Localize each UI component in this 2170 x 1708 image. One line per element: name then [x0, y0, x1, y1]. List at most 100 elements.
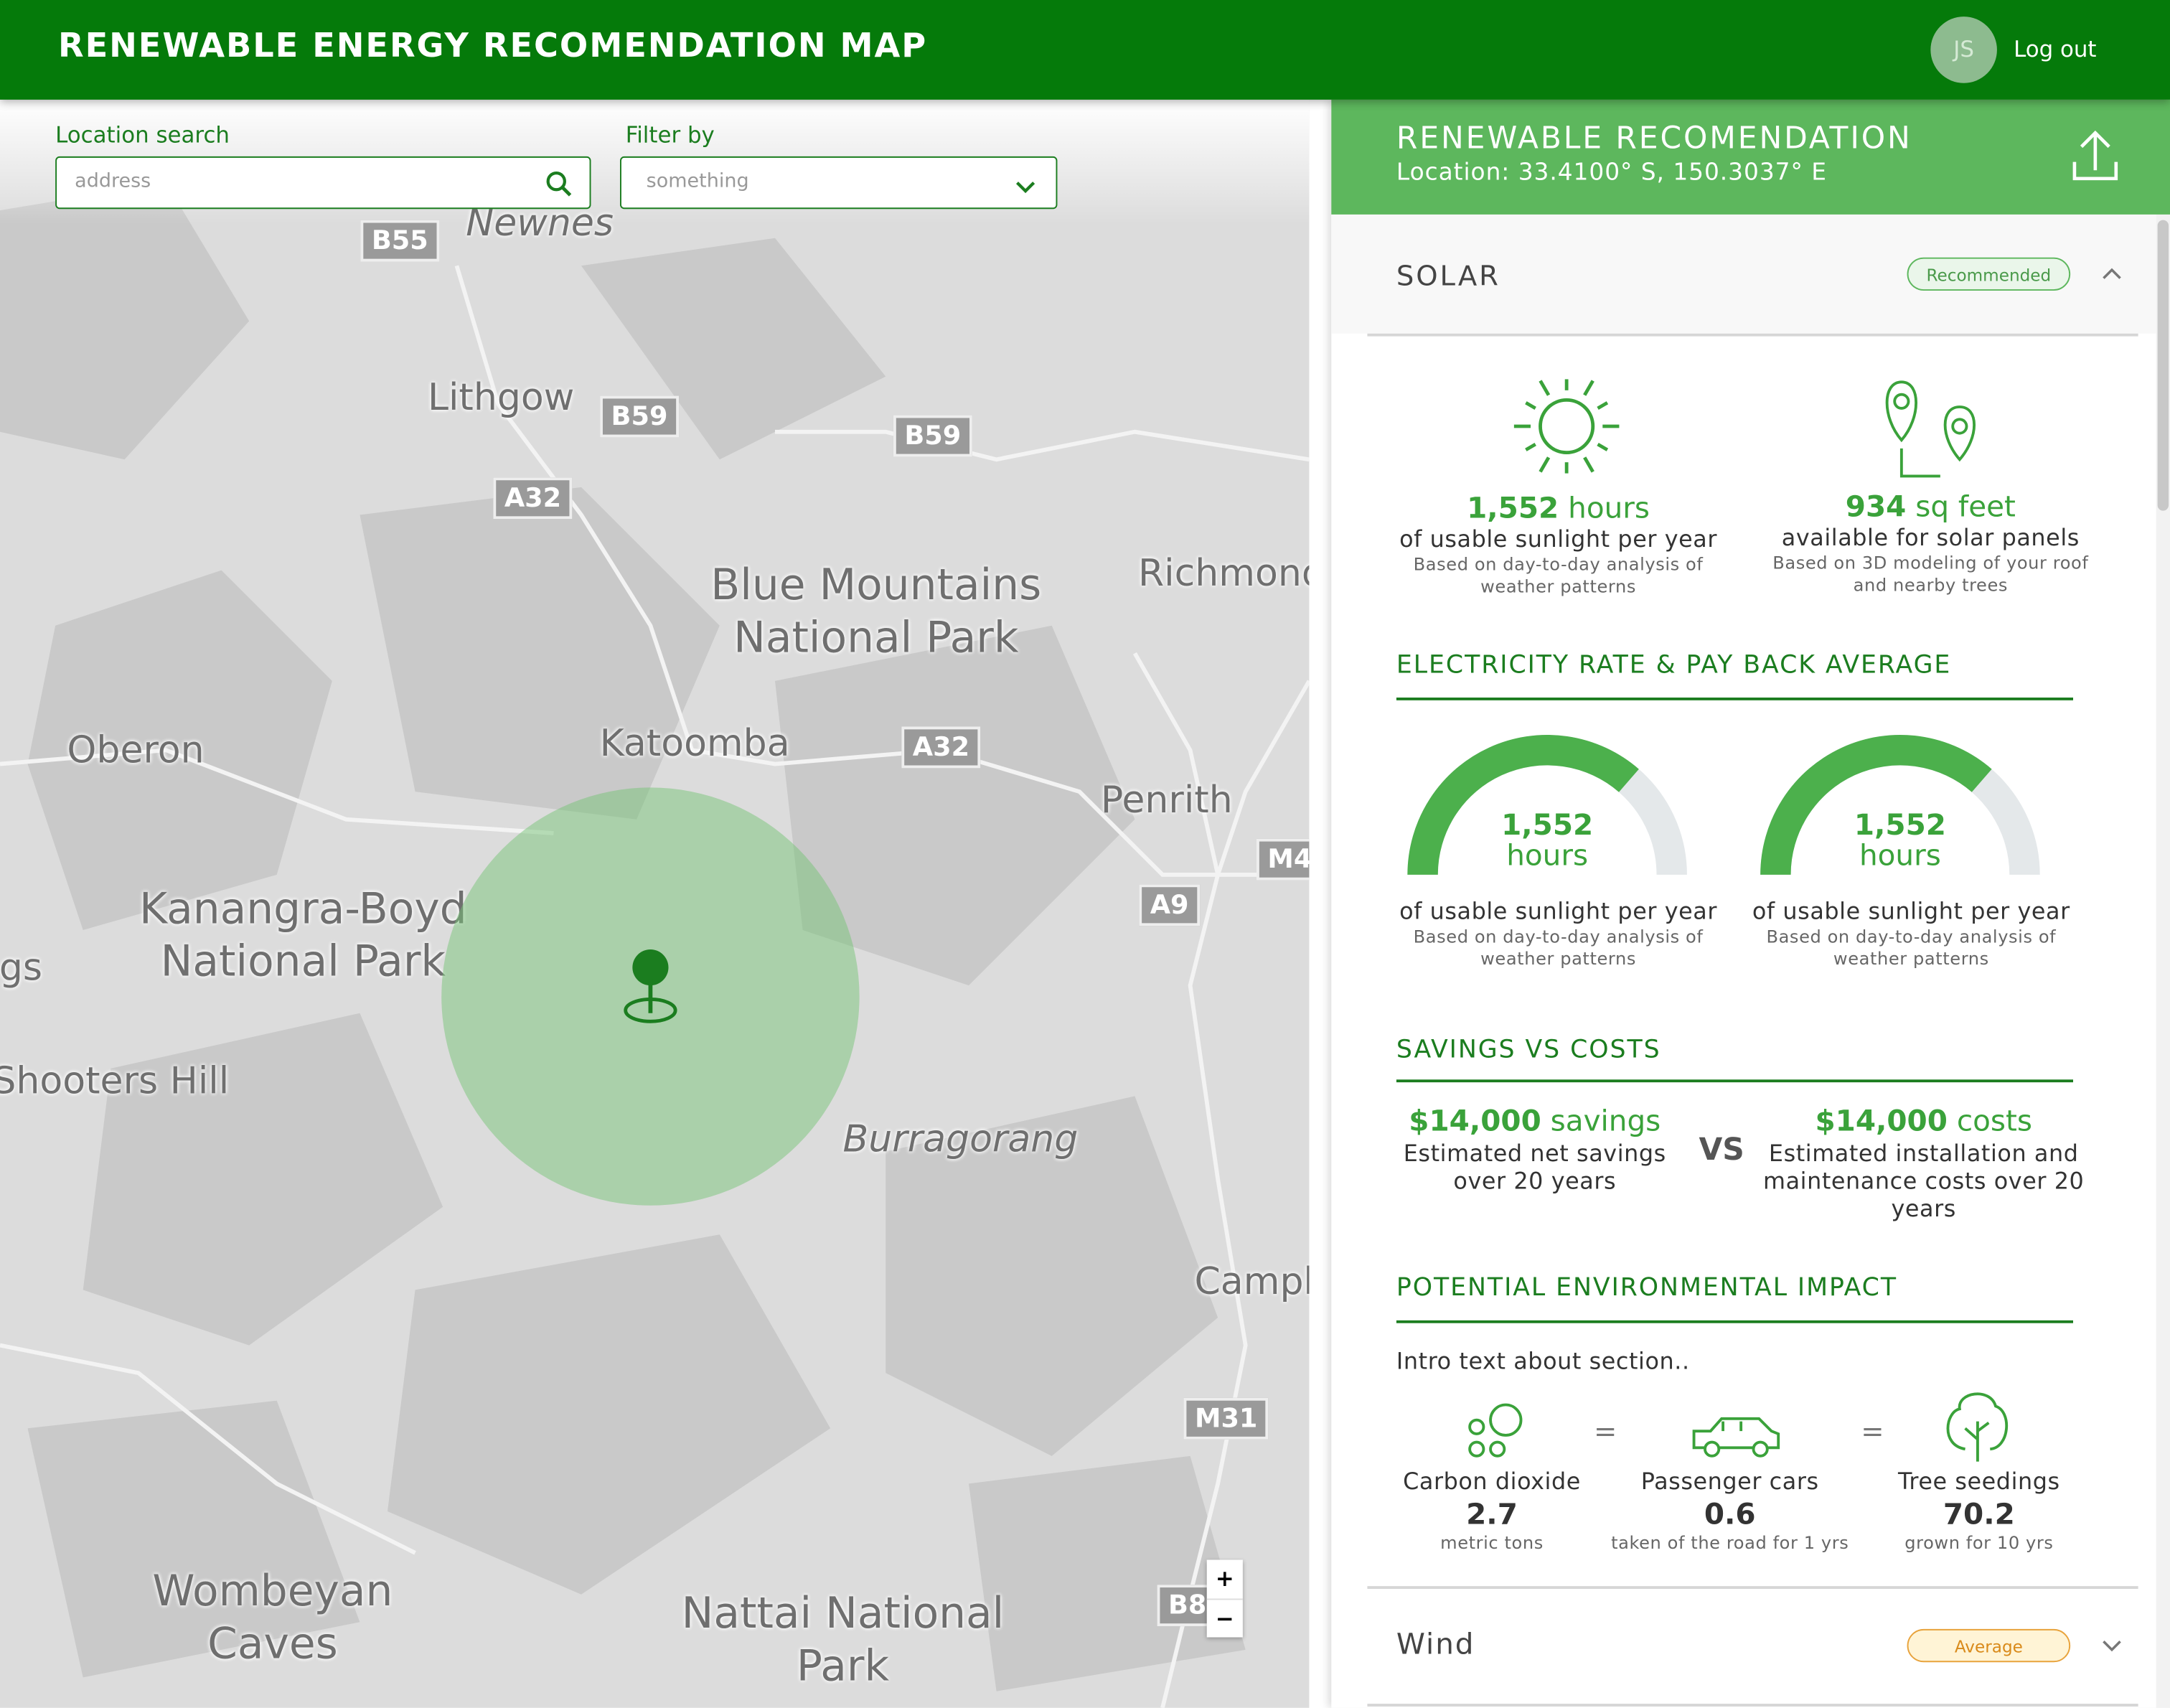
- gauge-text: of usable sunlight per year: [1752, 898, 2070, 925]
- costs-text: Estimated installation and maintenance c…: [1763, 1140, 2085, 1222]
- impact-note: grown for 10 yrs: [1904, 1531, 2054, 1553]
- zoom-out[interactable]: −: [1206, 1598, 1243, 1638]
- logout[interactable]: Log out: [2014, 36, 2097, 62]
- road-badge: M31: [1183, 1397, 1269, 1440]
- wind-title[interactable]: Wind: [1396, 1627, 1475, 1661]
- solar-row[interactable]: SOLAR Recommended: [1331, 214, 2156, 334]
- gauge-value: 1,552: [1854, 808, 1946, 842]
- search-label: Location search: [55, 121, 230, 149]
- impact-value: 2.7: [1466, 1497, 1518, 1531]
- impact-note: metric tons: [1440, 1531, 1544, 1553]
- panel-title: RENEWABLE RECOMENDATION: [1396, 121, 1912, 156]
- impact-note: taken of the road for 1 yrs: [1611, 1531, 1849, 1553]
- map[interactable]: Newnes Lithgow Blue Mountains National Par…: [0, 99, 1310, 1708]
- gauge-note: Based on day-to-day analysis of weather …: [1766, 926, 2057, 969]
- filter-select[interactable]: something: [619, 156, 1058, 210]
- gauges: [1407, 735, 2040, 876]
- map-overlay: [441, 787, 860, 1206]
- costs-amount: $14,000 costs: [1815, 1104, 2032, 1137]
- place-label: Springs: [0, 947, 43, 990]
- place-label: Katoomba: [599, 722, 790, 766]
- road-badge: B59: [600, 395, 679, 438]
- divider: [1367, 1704, 2138, 1706]
- solar-title: SOLAR: [1396, 258, 1500, 292]
- stat-value: 934: [1845, 489, 1907, 523]
- amount-unit: savings: [1550, 1104, 1661, 1138]
- impact-label: Tree seedings: [1898, 1468, 2060, 1495]
- amount: $14,000: [1815, 1104, 1948, 1138]
- stat-text: of usable sunlight per year: [1399, 525, 1718, 553]
- impact-value: 0.6: [1704, 1497, 1756, 1531]
- panel-header: RENEWABLE RECOMENDATION Location: 33.410…: [1331, 99, 2170, 215]
- zoom-control: + −: [1206, 1559, 1243, 1638]
- impact-value: 70.2: [1943, 1497, 2015, 1531]
- filter-placeholder: something: [646, 170, 749, 193]
- place-label: Lithgow: [427, 376, 575, 420]
- road-badge: M4: [1257, 838, 1310, 881]
- section-rule: [1396, 1320, 2073, 1323]
- place-label: Wombeyan Caves: [152, 1567, 393, 1669]
- sun-icon: [1513, 379, 1620, 474]
- filter-label: Filter by: [625, 121, 715, 149]
- map-terrain: [0, 182, 1310, 1708]
- wind-badge: Average: [1907, 1628, 2071, 1663]
- app-title: RENEWABLE ENERGY RECOMENDATION MAP: [57, 26, 928, 65]
- place-label: Blue Mountains National Park: [710, 560, 1042, 663]
- place-label: Penrith: [1100, 779, 1233, 822]
- stat-unit: hours: [1568, 491, 1650, 525]
- search-input[interactable]: address: [55, 156, 591, 210]
- avatar[interactable]: JS: [1930, 17, 1997, 83]
- place-label: Oberon: [67, 729, 205, 773]
- place-label: Newnes: [466, 202, 614, 245]
- road-badge: A32: [493, 477, 573, 520]
- stat-note: Based on 3D modeling of your roof and ne…: [1772, 552, 2089, 596]
- savings-text: Estimated net savings over 20 years: [1403, 1140, 1666, 1195]
- search-placeholder: address: [75, 170, 151, 193]
- place-label: Nattai National Park: [681, 1588, 1005, 1691]
- gauge-value: 1,552: [1501, 808, 1594, 842]
- section-rule: [1396, 1079, 2073, 1082]
- equals: =: [1593, 1414, 1617, 1448]
- equals: =: [1861, 1414, 1884, 1448]
- stat-unit: sq feet: [1915, 489, 2016, 523]
- section-title: SAVINGS VS COSTS: [1396, 1035, 1661, 1065]
- divider: [1367, 333, 2138, 336]
- location-icon: [1885, 380, 1976, 478]
- share-icon[interactable]: [2072, 128, 2119, 184]
- stat-note: Based on day-to-day analysis of weather …: [1413, 553, 1704, 597]
- divider: [1367, 1586, 2138, 1589]
- road-badge: B55: [360, 220, 440, 262]
- gauge-text: of usable sunlight per year: [1399, 898, 1718, 925]
- place-label: Campbelltown: [1194, 1260, 1309, 1304]
- road-badge: A32: [901, 726, 981, 769]
- road-badge: B59: [893, 415, 972, 457]
- stat-area: 934 sq feet: [1846, 490, 2016, 523]
- place-label: Richmond: [1137, 552, 1310, 596]
- stat-value: 1,552: [1467, 491, 1559, 525]
- recommendation-panel: RENEWABLE RECOMENDATION Location: 33.410…: [1331, 99, 2170, 1708]
- place-label: Shooters Hill: [0, 1060, 230, 1104]
- header: RENEWABLE ENERGY RECOMENDATION MAP JS Lo…: [0, 0, 2170, 100]
- amount-unit: costs: [1956, 1104, 2032, 1138]
- savings-amount: $14,000 savings: [1409, 1104, 1661, 1137]
- impact-icons: [1468, 1392, 2009, 1462]
- search-icon[interactable]: [545, 170, 573, 198]
- zoom-in[interactable]: +: [1215, 1565, 1234, 1592]
- amount: $14,000: [1409, 1104, 1541, 1138]
- expand-icon[interactable]: [2101, 1638, 2123, 1652]
- impact-label: Passenger cars: [1640, 1468, 1819, 1495]
- gauge-unit: hours: [1859, 838, 1941, 872]
- intro: Intro text about section..: [1396, 1348, 1690, 1375]
- collapse-icon[interactable]: [2101, 267, 2123, 281]
- icons: [1407, 379, 2040, 1462]
- pin[interactable]: [632, 949, 669, 986]
- gauge-note: Based on day-to-day analysis of weather …: [1413, 926, 1704, 969]
- section-title: POTENTIAL ENVIRONMENTAL IMPACT: [1396, 1273, 1898, 1303]
- road-badge: A9: [1139, 884, 1201, 926]
- place-label: Kanangra-Boyd National Park: [138, 884, 467, 987]
- impact-label: Carbon dioxide: [1403, 1468, 1581, 1495]
- vs: VS: [1699, 1133, 1744, 1168]
- place-label: Burragorang: [842, 1118, 1079, 1162]
